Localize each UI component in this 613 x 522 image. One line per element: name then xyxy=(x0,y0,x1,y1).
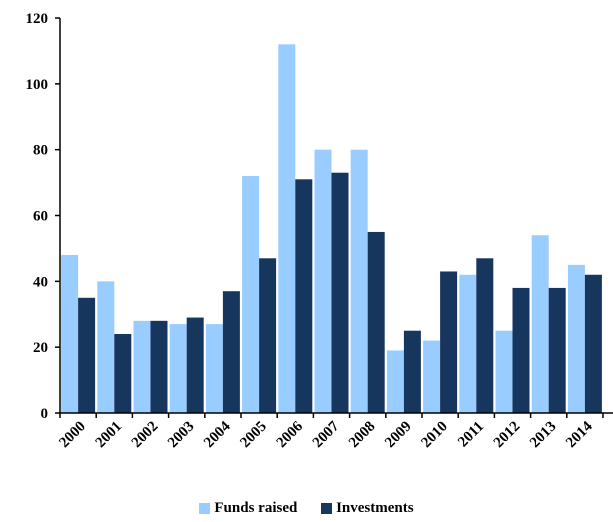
bar-funds-raised-2012 xyxy=(495,330,513,413)
bar-funds-raised-2005 xyxy=(242,176,260,413)
bar-funds-raised-2011 xyxy=(459,274,477,413)
bar-investments-2004 xyxy=(222,291,240,413)
bar-investments-2000 xyxy=(78,297,96,413)
bar-funds-raised-2009 xyxy=(386,350,404,413)
legend-swatch-investments xyxy=(321,503,333,514)
x-tick-label-2006: 2006 xyxy=(274,418,307,451)
bar-investments-2010 xyxy=(440,271,458,413)
y-tick-label-40: 40 xyxy=(33,274,48,290)
bar-funds-raised-2007 xyxy=(314,149,332,414)
bar-funds-raised-2013 xyxy=(531,235,549,413)
x-tick-label-2000: 2000 xyxy=(56,419,89,452)
bar-funds-raised-2001 xyxy=(97,281,115,413)
y-tick-label-0: 0 xyxy=(41,406,49,422)
bar-investments-2007 xyxy=(331,172,349,413)
bar-investments-2005 xyxy=(259,258,277,413)
bars-group xyxy=(61,44,602,414)
legend-label-funds-raised: Funds raised xyxy=(214,500,298,516)
bar-investments-2013 xyxy=(548,287,566,413)
bar-funds-raised-2000 xyxy=(61,255,79,413)
bar-funds-raised-2014 xyxy=(567,264,585,414)
y-tick-label-120: 120 xyxy=(26,11,49,27)
bar-investments-2011 xyxy=(476,258,494,413)
y-tick-label-100: 100 xyxy=(26,77,49,93)
bar-investments-2009 xyxy=(403,330,421,413)
legend-swatch-funds-raised xyxy=(199,503,211,514)
bar-funds-raised-2010 xyxy=(423,340,441,413)
bar-investments-2006 xyxy=(295,179,313,413)
bar-investments-2014 xyxy=(584,274,602,413)
legend: Funds raised Investments xyxy=(0,500,613,519)
bar-funds-raised-2002 xyxy=(133,320,151,413)
x-tick-label-2012: 2012 xyxy=(491,419,524,452)
bar-funds-raised-2003 xyxy=(169,324,187,414)
y-tick-label-60: 60 xyxy=(33,209,48,225)
legend-item-funds-raised: Funds raised xyxy=(199,500,297,517)
bar-investments-2002 xyxy=(150,320,168,413)
legend-label-investments: Investments xyxy=(336,500,414,516)
x-tick-label-2003: 2003 xyxy=(165,419,198,452)
bar-investments-2008 xyxy=(367,231,385,413)
bar-investments-2003 xyxy=(186,317,204,413)
x-tick-label-2009: 2009 xyxy=(382,419,415,452)
bar-funds-raised-2004 xyxy=(205,324,223,414)
bar-funds-raised-2006 xyxy=(278,44,296,413)
bar-investments-2012 xyxy=(512,287,530,413)
x-tick-label-2004: 2004 xyxy=(201,418,234,451)
x-tick-label-2013: 2013 xyxy=(527,419,560,452)
y-tick-label-80: 80 xyxy=(33,143,48,159)
x-tick-label-2010: 2010 xyxy=(418,419,451,452)
x-tick-label-2002: 2002 xyxy=(129,419,162,452)
x-tick-label-2007: 2007 xyxy=(310,418,343,451)
bar-investments-2001 xyxy=(114,334,132,413)
x-tick-label-2011: 2011 xyxy=(455,419,487,451)
x-tick-label-2014: 2014 xyxy=(563,418,596,451)
x-tick-label-2008: 2008 xyxy=(346,419,379,452)
y-tick-label-20: 20 xyxy=(33,340,48,356)
bar-funds-raised-2008 xyxy=(350,149,368,414)
x-tick-label-2005: 2005 xyxy=(237,419,270,452)
x-tick-label-2001: 2001 xyxy=(93,419,126,452)
legend-item-investments: Investments xyxy=(321,500,414,517)
